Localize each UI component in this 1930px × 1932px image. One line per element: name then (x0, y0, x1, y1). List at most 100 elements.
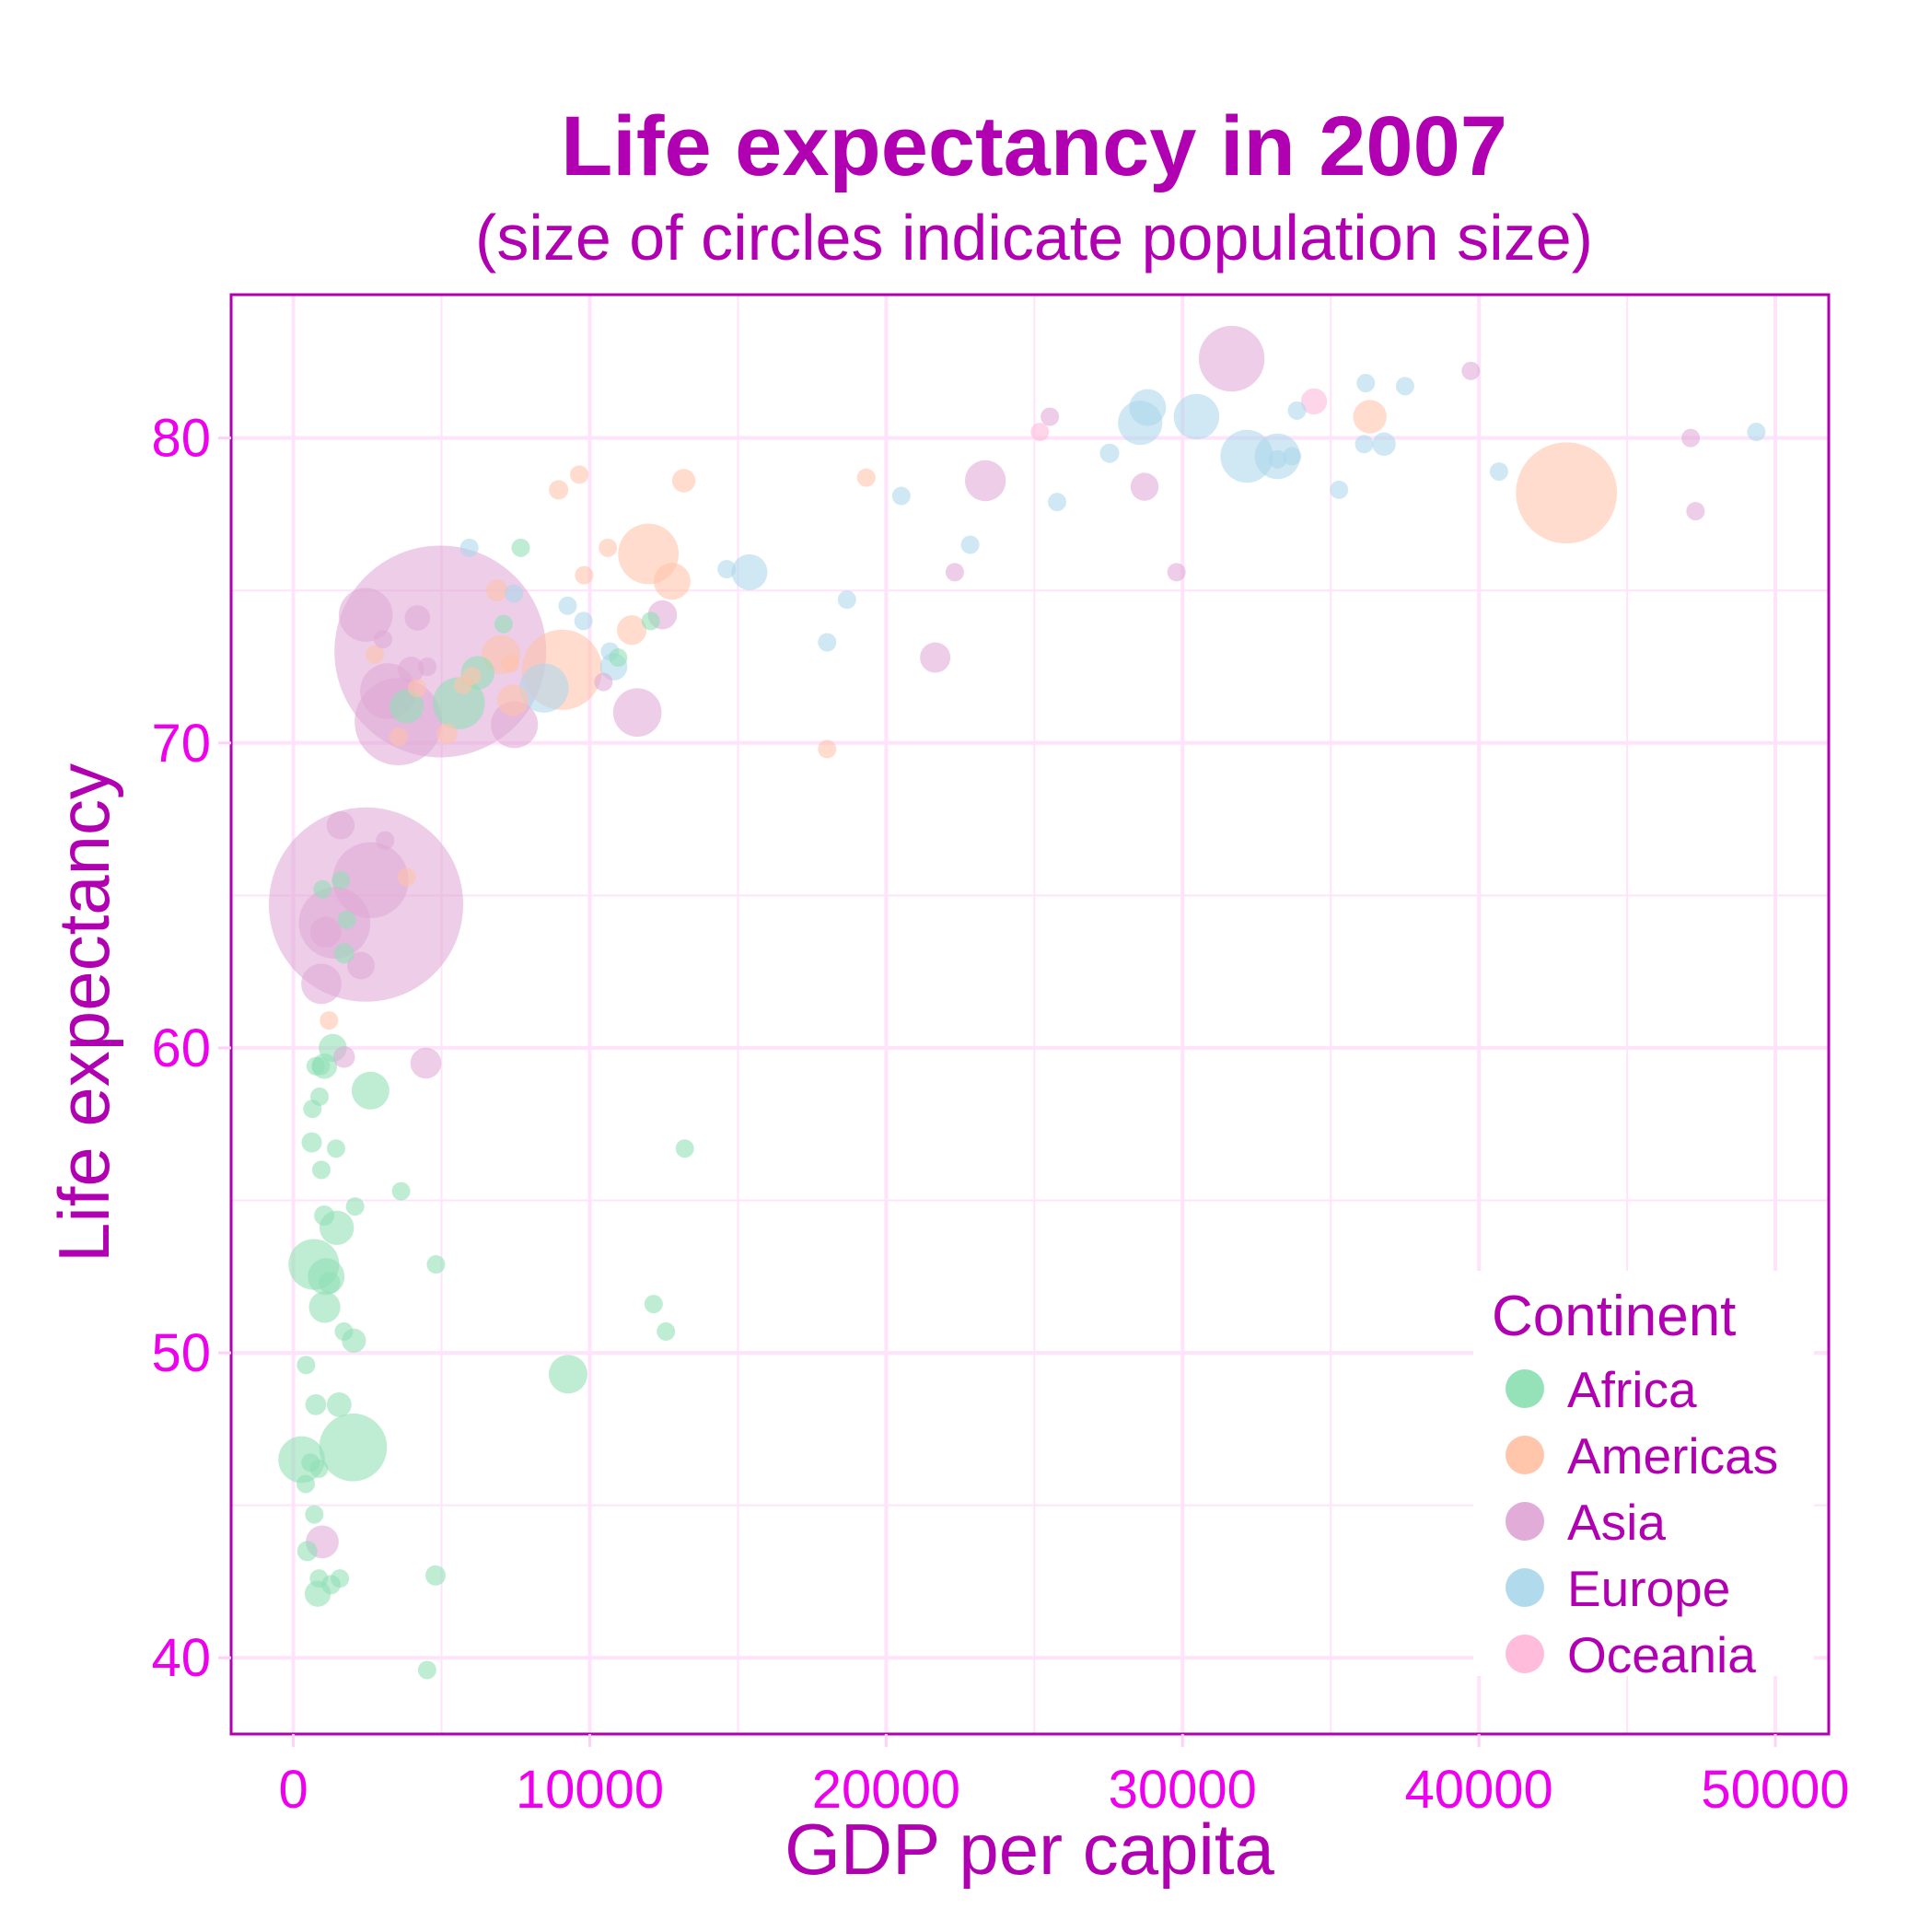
data-point-asia (1686, 502, 1705, 521)
data-point-europe (1354, 435, 1374, 454)
data-point-americas (549, 480, 569, 500)
legend-swatch-europe (1506, 1568, 1544, 1607)
chart-title: Life expectancy in 2007 (561, 99, 1507, 193)
data-point-americas (486, 579, 508, 602)
y-tick-label: 40 (151, 1628, 211, 1688)
data-point-asia (491, 701, 539, 749)
data-point-americas (616, 615, 647, 646)
data-point-africa (303, 1100, 322, 1119)
plot-frame (229, 293, 1831, 1736)
data-point-asia (410, 1047, 442, 1079)
legend-label-oceania: Oceania (1567, 1626, 1756, 1683)
x-tick-label: 10000 (516, 1760, 664, 1820)
data-point-africa (306, 1056, 325, 1076)
data-point-africa (308, 1291, 341, 1323)
data-point-africa (301, 1132, 322, 1153)
data-point-europe (818, 633, 837, 652)
data-point-africa (426, 1255, 446, 1274)
data-point-asia (301, 963, 342, 1005)
x-tick-label: 0 (278, 1760, 308, 1820)
data-point-asia (332, 1046, 355, 1068)
data-point-africa (351, 1071, 389, 1110)
y-axis-title: Life expectancy (43, 763, 124, 1263)
data-point-africa (331, 870, 351, 890)
legend-swatch-asia (1506, 1502, 1544, 1541)
legend-title: Continent (1492, 1285, 1736, 1348)
y-tick-label: 50 (151, 1323, 211, 1383)
data-point-europe (1283, 447, 1302, 466)
data-point-americas (407, 679, 426, 698)
data-point-europe (574, 611, 593, 631)
data-point-europe (505, 584, 524, 603)
legend-label-americas: Americas (1567, 1427, 1778, 1484)
y-tick-label: 70 (151, 714, 211, 774)
data-point-asia (398, 657, 424, 683)
chart-subtitle: (size of circles indicate population siz… (475, 202, 1593, 274)
legend-swatch-oceania (1506, 1635, 1544, 1673)
x-tick-label: 20000 (812, 1760, 960, 1820)
data-point-africa (511, 538, 530, 557)
data-point-europe (459, 538, 479, 557)
data-point-africa (657, 1321, 676, 1341)
data-point-europe (1099, 443, 1120, 463)
data-point-africa (311, 1160, 331, 1180)
data-point-europe (891, 486, 911, 506)
data-point-europe (960, 535, 980, 554)
x-tick-label: 50000 (1701, 1760, 1849, 1820)
data-point-americas (599, 538, 618, 557)
data-point-europe (1268, 449, 1287, 469)
data-point-asia (594, 672, 613, 692)
data-point-europe (1048, 493, 1067, 512)
data-point-europe (731, 553, 768, 590)
data-point-africa (309, 1569, 329, 1589)
data-point-asia (945, 563, 964, 582)
legend-label-africa: Africa (1567, 1361, 1697, 1418)
data-point-asia (1681, 428, 1701, 448)
data-point-europe (1395, 377, 1414, 396)
data-point-asia (347, 951, 375, 980)
data-point-africa (318, 1272, 341, 1294)
data-point-europe (1129, 389, 1167, 426)
data-point-americas (436, 723, 458, 745)
x-axis-title: GDP per capita (785, 1809, 1274, 1890)
data-point-americas (496, 684, 529, 716)
data-point-americas (453, 675, 472, 694)
data-point-americas (397, 867, 416, 887)
data-point-africa (548, 1355, 587, 1394)
legend: Continent Africa Americas Asia Europe Oceani… (1473, 1271, 1814, 1683)
legend-label-asia: Asia (1567, 1494, 1666, 1551)
x-axis-ticks: 0 10000 20000 30000 40000 50000 (278, 1734, 1850, 1820)
data-point-asia (1198, 325, 1265, 392)
data-point-asia (376, 831, 395, 850)
data-point-asia (373, 630, 392, 649)
data-point-europe (1747, 423, 1766, 442)
data-point-americas (575, 565, 594, 585)
data-point-americas (1353, 400, 1387, 434)
data-point-europe (1330, 480, 1349, 499)
y-tick-label: 60 (151, 1018, 211, 1078)
data-point-asia (1461, 361, 1481, 380)
data-point-europe (1372, 432, 1396, 456)
data-point-europe (1356, 374, 1376, 393)
data-point-asia (1167, 563, 1186, 582)
data-point-asia (404, 605, 431, 631)
data-point-asia (418, 657, 437, 676)
y-axis-ticks: 40 50 60 70 80 (151, 409, 231, 1688)
legend-swatch-africa (1506, 1369, 1544, 1408)
data-point-africa (425, 1565, 447, 1586)
data-point-africa (305, 1505, 324, 1524)
data-point-americas (501, 654, 520, 673)
data-point-americas (818, 739, 837, 759)
data-point-europe (1489, 462, 1508, 482)
data-point-asia (1130, 472, 1159, 501)
data-point-africa (313, 879, 332, 899)
data-point-africa (326, 1391, 352, 1417)
data-point-asia (612, 688, 662, 737)
data-point-africa (337, 910, 356, 929)
data-point-asia (964, 460, 1006, 502)
data-point-asia (339, 588, 393, 642)
data-point-asia (326, 810, 355, 840)
data-point-asia (1041, 407, 1060, 426)
data-point-africa (296, 1541, 318, 1562)
